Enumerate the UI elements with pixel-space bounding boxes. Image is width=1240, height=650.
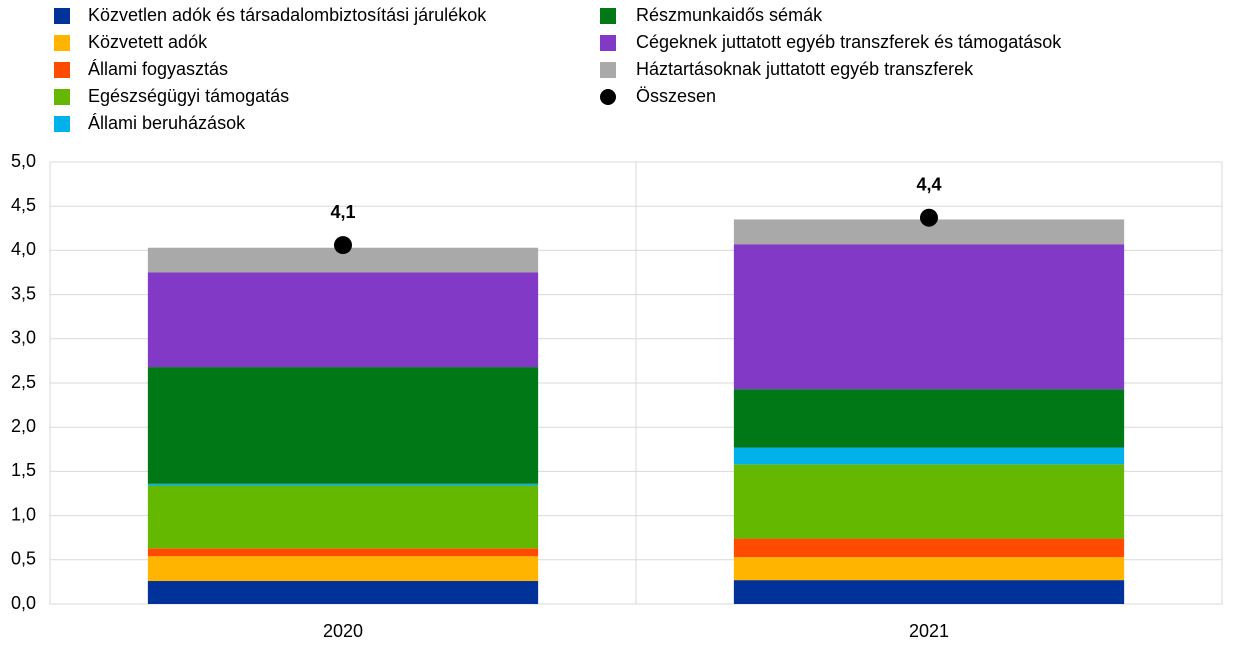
x-tick-label: 2020: [323, 621, 363, 641]
legend-marker: [600, 62, 616, 78]
y-tick-label: 2,0: [11, 416, 36, 436]
y-tick-label: 1,5: [11, 460, 36, 480]
total-marker: [920, 208, 938, 227]
legend-label: Részmunkaidős sémák: [636, 5, 823, 25]
y-tick-label: 0,5: [11, 549, 36, 569]
y-tick-label: 1,0: [11, 504, 36, 524]
bar-segment: [147, 483, 539, 486]
legend-label: Háztartásoknak juttatott egyéb transzfer…: [636, 59, 974, 79]
legend-marker: [600, 89, 616, 105]
legend-label: Összesen: [636, 86, 716, 106]
bar-segment: [147, 367, 539, 484]
bar-segment: [147, 581, 539, 604]
bar-segment: [147, 485, 539, 549]
legend-marker: [600, 35, 616, 51]
bar-segment: [733, 557, 1125, 581]
x-tick-label: 2021: [909, 621, 949, 641]
bar-segment: [147, 556, 539, 582]
y-tick-label: 3,0: [11, 328, 36, 348]
bar-segment: [733, 244, 1125, 390]
legend-marker: [54, 116, 70, 132]
legend-marker: [54, 8, 70, 24]
total-label: 4,4: [916, 174, 941, 194]
bar-segment: [147, 548, 539, 557]
legend-label: Cégeknek juttatott egyéb transzferek és …: [636, 32, 1062, 52]
y-tick-label: 0,0: [11, 593, 36, 613]
total-label: 4,1: [330, 202, 355, 222]
bar-segment: [733, 538, 1125, 558]
legend-marker: [600, 8, 616, 24]
bar-segment: [733, 389, 1125, 448]
y-tick-label: 5,0: [11, 151, 36, 171]
legend-marker: [54, 62, 70, 78]
legend-label: Egészségügyi támogatás: [88, 86, 289, 106]
y-tick-label: 4,5: [11, 195, 36, 215]
legend-label: Állami beruházások: [88, 113, 246, 133]
legend-label: Közvetett adók: [88, 32, 208, 52]
legend-marker: [54, 89, 70, 105]
bar-segment: [733, 580, 1125, 604]
y-tick-label: 3,5: [11, 283, 36, 303]
legend-marker: [54, 35, 70, 51]
legend-label: Közvetlen adók és társadalombiztosítási …: [88, 5, 487, 25]
total-marker: [334, 236, 352, 255]
y-tick-label: 4,0: [11, 239, 36, 259]
y-tick-label: 2,5: [11, 372, 36, 392]
bar-segment: [147, 272, 539, 368]
bar-segment: [733, 464, 1125, 539]
bar-segment: [733, 447, 1125, 465]
legend-label: Állami fogyasztás: [88, 59, 228, 79]
